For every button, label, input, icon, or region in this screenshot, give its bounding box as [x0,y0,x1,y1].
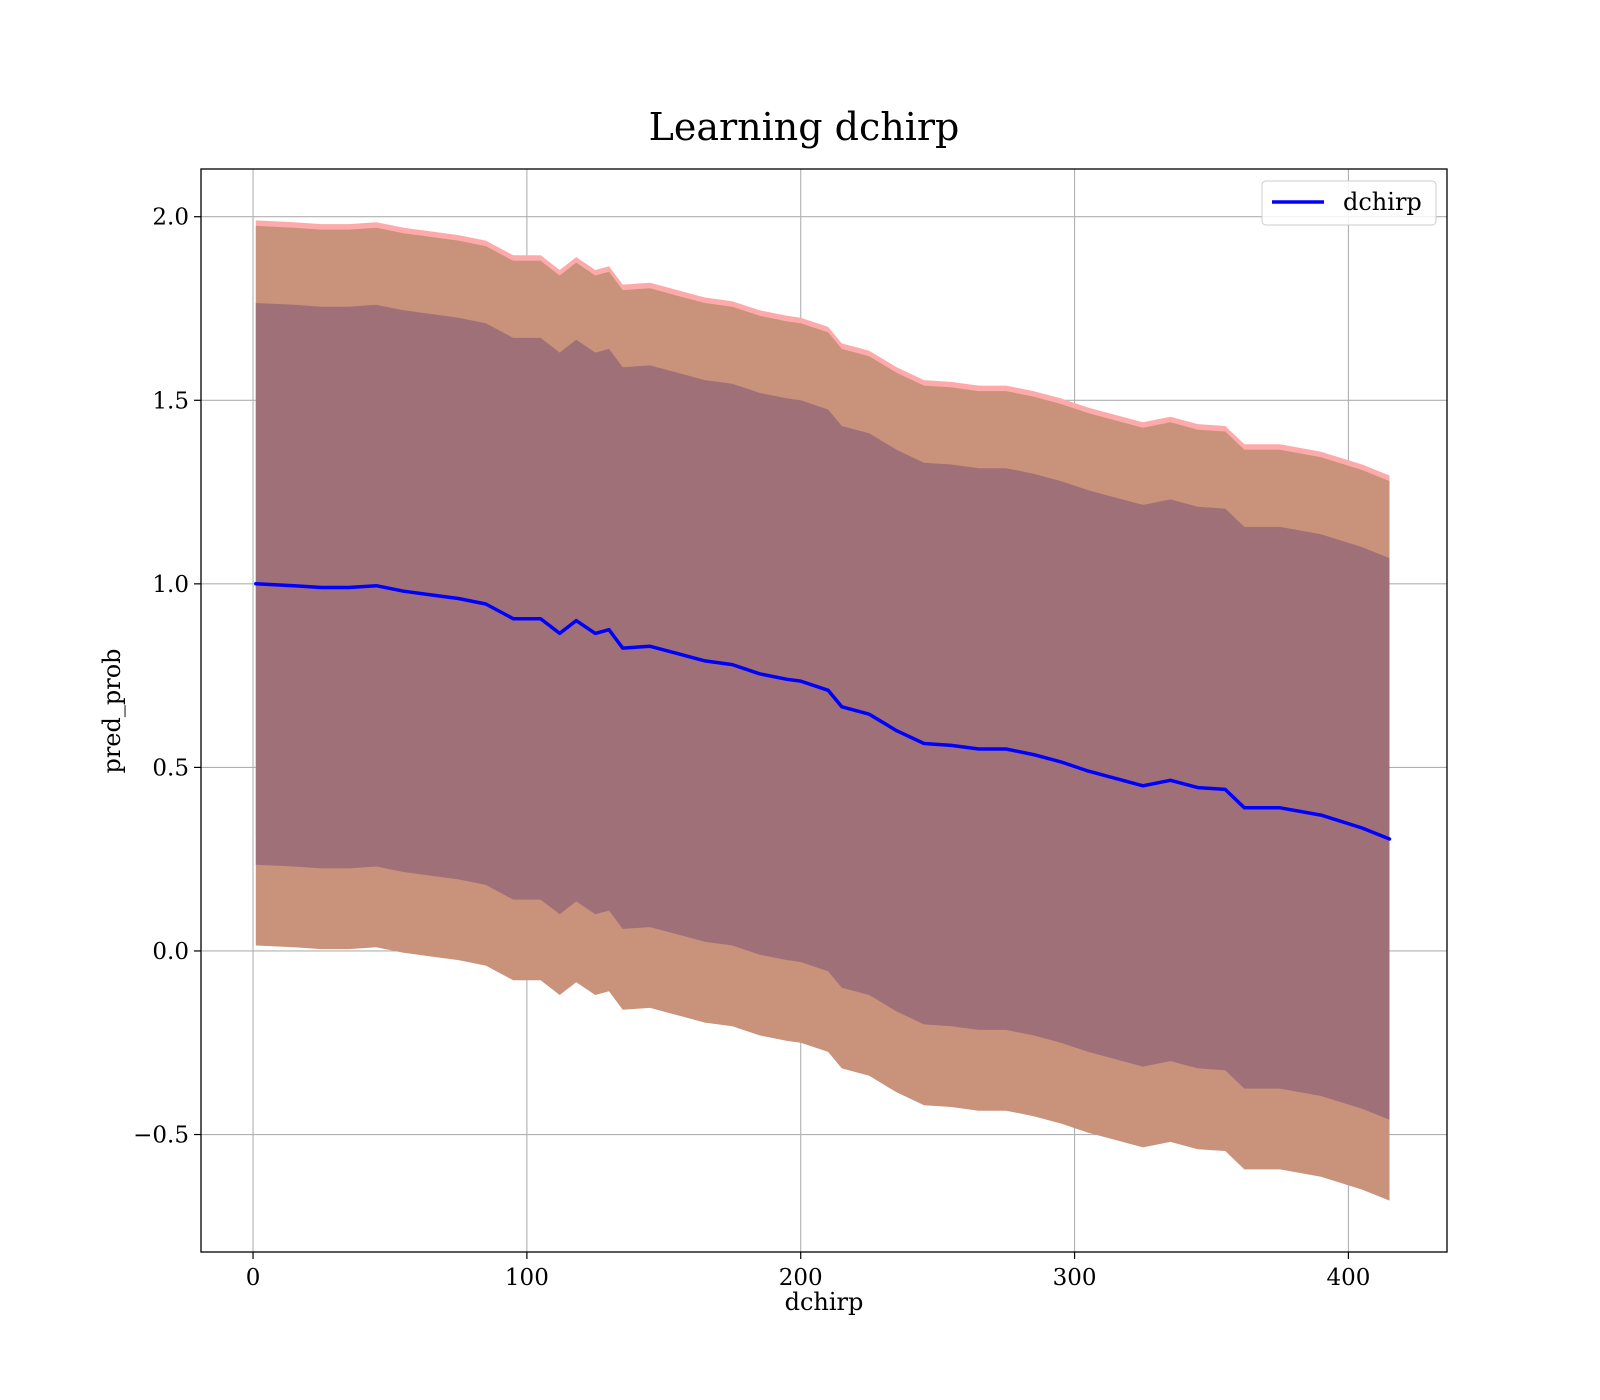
y-tick-label: 2.0 [152,205,189,231]
chart-title: Learning dchirp [649,105,960,149]
series-line-dchirp [254,582,1392,841]
x-axis-label: dchirp [785,1288,864,1316]
y-tick-label: 1.0 [152,572,189,598]
legend-label-dchirp: dchirp [1343,188,1422,216]
y-axis-ticks: −0.5 0.0 0.5 1.0 1.5 2.0 [133,205,201,1149]
y-tick-label: 1.5 [152,388,189,414]
y-tick-label: 0.0 [152,939,189,965]
plot-frame [200,168,1448,1253]
series-lines [254,582,1392,841]
y-axis-label: pred_prob [98,648,126,773]
x-axis-ticks: 0 100 200 300 400 [246,1252,1370,1291]
y-tick-label: 0.5 [152,755,189,781]
legend-box [1261,180,1437,226]
x-tick-label: 400 [1326,1265,1370,1291]
confidence-band-3 [255,303,1390,1120]
x-tick-label: 0 [246,1265,261,1291]
y-tick-label: −0.5 [133,1123,189,1149]
x-tick-label: 200 [779,1265,823,1291]
x-tick-label: 100 [505,1265,549,1291]
x-tick-label: 300 [1053,1265,1097,1291]
legend: dchirp [1261,180,1437,226]
confidence-bands [255,220,1390,1201]
